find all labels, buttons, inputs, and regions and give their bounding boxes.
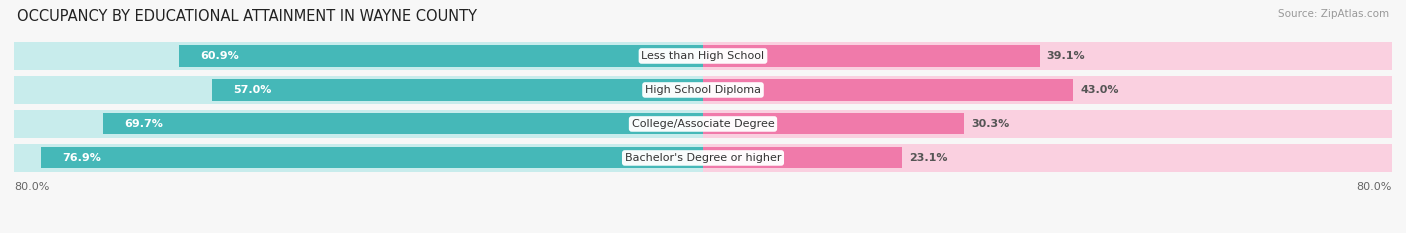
- Bar: [703, 144, 1392, 172]
- Bar: [179, 45, 703, 66]
- Text: 57.0%: 57.0%: [233, 85, 271, 95]
- Bar: [41, 147, 703, 168]
- Bar: [703, 79, 1073, 100]
- Text: 60.9%: 60.9%: [200, 51, 239, 61]
- Bar: [14, 110, 703, 138]
- Text: High School Diploma: High School Diploma: [645, 85, 761, 95]
- Bar: [703, 45, 1039, 66]
- Bar: [703, 75, 1392, 104]
- Text: 69.7%: 69.7%: [124, 119, 163, 129]
- Text: 76.9%: 76.9%: [62, 153, 101, 163]
- Bar: [703, 147, 901, 168]
- Bar: [103, 113, 703, 134]
- Text: College/Associate Degree: College/Associate Degree: [631, 119, 775, 129]
- Text: 80.0%: 80.0%: [14, 182, 49, 192]
- Text: Bachelor's Degree or higher: Bachelor's Degree or higher: [624, 153, 782, 163]
- Bar: [14, 144, 1392, 172]
- Text: 39.1%: 39.1%: [1046, 51, 1085, 61]
- Text: 80.0%: 80.0%: [1357, 182, 1392, 192]
- Bar: [212, 79, 703, 100]
- Bar: [14, 75, 1392, 104]
- Bar: [703, 110, 1392, 138]
- Bar: [14, 41, 703, 70]
- Text: OCCUPANCY BY EDUCATIONAL ATTAINMENT IN WAYNE COUNTY: OCCUPANCY BY EDUCATIONAL ATTAINMENT IN W…: [17, 9, 477, 24]
- Bar: [14, 144, 703, 172]
- Text: 23.1%: 23.1%: [908, 153, 948, 163]
- Text: 43.0%: 43.0%: [1080, 85, 1119, 95]
- Text: Less than High School: Less than High School: [641, 51, 765, 61]
- Text: Source: ZipAtlas.com: Source: ZipAtlas.com: [1278, 9, 1389, 19]
- Bar: [14, 75, 703, 104]
- Bar: [703, 41, 1392, 70]
- Text: 30.3%: 30.3%: [970, 119, 1010, 129]
- Bar: [14, 41, 1392, 70]
- Bar: [14, 110, 1392, 138]
- Legend: Owner-occupied, Renter-occupied: Owner-occupied, Renter-occupied: [576, 229, 830, 233]
- Bar: [703, 113, 965, 134]
